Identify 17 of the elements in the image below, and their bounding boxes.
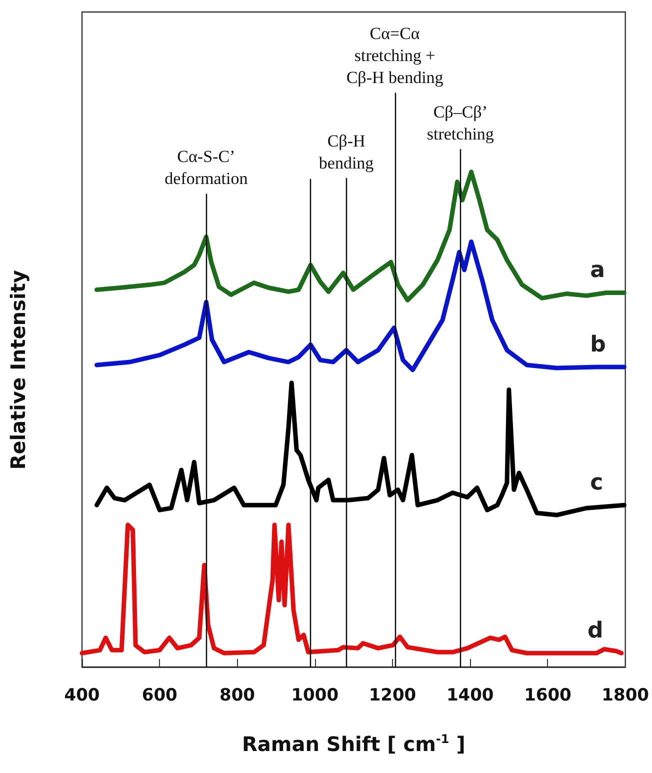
x-tick-label: 800	[219, 686, 256, 706]
series-label: d	[587, 618, 604, 644]
series-label: c	[590, 470, 604, 496]
ref-line-label: Cβ-H bending	[318, 131, 374, 172]
x-tick-label: 1000	[291, 686, 339, 706]
x-tick-label: 1200	[368, 686, 416, 706]
y-axis-title: Relative Intensity	[6, 270, 30, 470]
x-tick-label: 400	[64, 686, 100, 706]
ref-line-label: Cα-S-C’ deformation	[164, 147, 248, 188]
ref-line-label: Cα=Cα stretching + Cβ-H bending	[346, 24, 444, 88]
series-label: b	[590, 332, 606, 358]
x-tick-label: 1800	[602, 686, 650, 706]
x-tick-label: 1600	[524, 686, 572, 706]
series-label: a	[590, 258, 606, 284]
ref-line-label: Cβ–Cβ’ stretching	[426, 102, 494, 144]
x-tick-label: 1400	[446, 686, 494, 706]
x-tick-label: 600	[142, 686, 178, 706]
